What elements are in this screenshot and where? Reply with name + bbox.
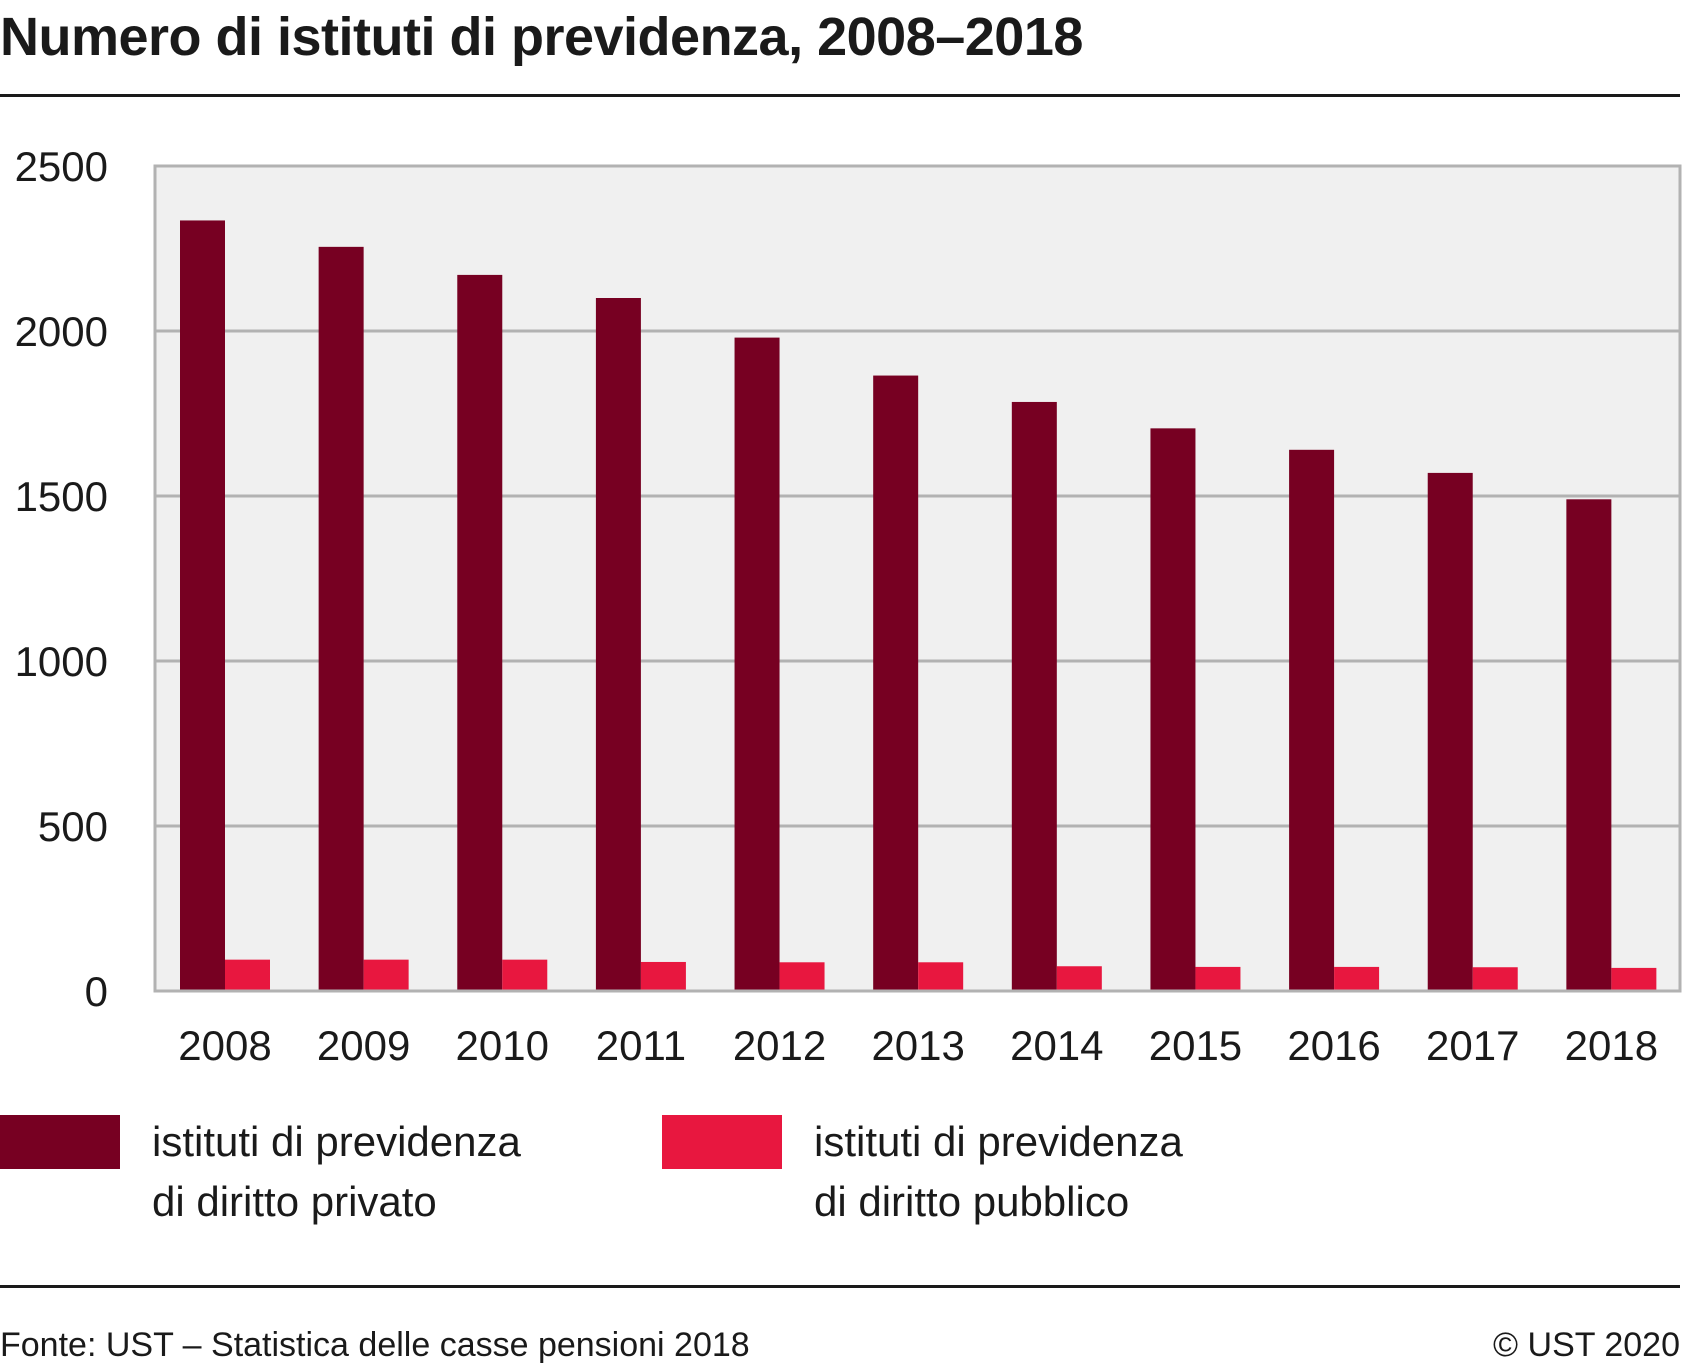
bar-private [1011, 401, 1057, 991]
chart-title: Numero di istituti di previdenza, 2008–2… [0, 7, 1083, 67]
y-tick-label: 1000 [15, 638, 108, 685]
x-tick-label: 2013 [871, 1022, 964, 1069]
legend-label-public: istituti di previdenza di diritto pubbli… [814, 1112, 1294, 1232]
y-tick-label: 2000 [15, 308, 108, 355]
x-tick-label: 2010 [456, 1022, 549, 1069]
x-tick-label: 2015 [1149, 1022, 1242, 1069]
bar-private [1289, 449, 1335, 991]
x-tick-label: 2008 [178, 1022, 271, 1069]
bar-private [595, 298, 641, 991]
y-tick-label: 2500 [15, 143, 108, 190]
y-tick-label: 1500 [15, 473, 108, 520]
title-rule [0, 94, 1680, 97]
bar-chart: 0 500 1000 1500 2000 2500 2008 2009 2010 2011 201… [15, 143, 1682, 1069]
x-tick-label: 2018 [1565, 1022, 1658, 1069]
bar-private [318, 246, 364, 992]
legend-swatch-public [662, 1115, 782, 1169]
x-tick-label: 2016 [1287, 1022, 1380, 1069]
legend-label-line: istituti di previdenza [152, 1118, 521, 1165]
footer-rule [0, 1285, 1680, 1288]
bar-private [734, 337, 780, 992]
bar-public [1056, 966, 1102, 991]
bar-private [180, 220, 225, 991]
legend-label-private: istituti di previdenza di diritto privat… [152, 1112, 632, 1232]
bar-public [363, 959, 409, 991]
x-tick-label: 2009 [317, 1022, 410, 1069]
legend-label-line: istituti di previdenza [814, 1118, 1183, 1165]
bar-public [1334, 966, 1380, 991]
x-tick-label: 2014 [1010, 1022, 1103, 1069]
bar-private [457, 274, 503, 991]
legend-label-line: di diritto privato [152, 1178, 437, 1225]
y-tick-label: 500 [38, 803, 108, 850]
copyright-note: © UST 2020 [1493, 1326, 1680, 1364]
legend-label-line: di diritto pubblico [814, 1178, 1130, 1225]
legend-swatch-private [0, 1115, 120, 1169]
bar-public [225, 959, 270, 991]
source-note: Fonte: UST – Statistica delle casse pens… [0, 1326, 750, 1364]
x-tick-label: 2011 [596, 1022, 686, 1069]
x-tick-label: 2017 [1426, 1022, 1519, 1069]
bar-public [918, 962, 964, 991]
bar-private [873, 375, 919, 991]
bar-public [1611, 967, 1657, 991]
bar-private [1150, 428, 1196, 992]
bar-public [1195, 966, 1241, 991]
bar-public [779, 962, 825, 991]
bar-public [502, 959, 548, 991]
bar-public [640, 961, 686, 991]
bar-private [1566, 499, 1612, 991]
bar-private [1427, 472, 1473, 991]
bar-public [1472, 967, 1518, 991]
y-tick-label: 0 [85, 968, 108, 1015]
x-tick-label: 2012 [733, 1022, 826, 1069]
